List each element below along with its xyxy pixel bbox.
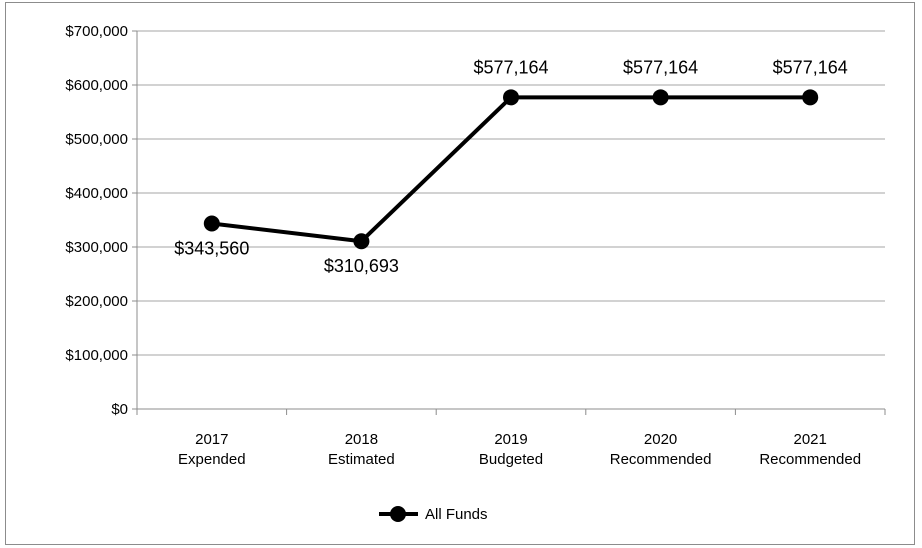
chart-frame	[5, 2, 915, 545]
y-tick-label: $200,000	[65, 293, 128, 310]
data-label: $577,164	[623, 57, 698, 77]
data-point	[203, 215, 220, 232]
legend-point-marker	[390, 506, 406, 522]
data-label: $577,164	[773, 57, 848, 77]
data-point	[353, 233, 370, 250]
legend: All Funds	[379, 506, 488, 523]
data-label: $577,164	[473, 57, 548, 77]
x-category-label: 2017 Expended	[178, 431, 246, 468]
data-labels: $343,560 $310,693 $577,164 $577,164 $577,164	[174, 57, 847, 276]
gridlines	[137, 30, 885, 356]
series-all-funds	[203, 89, 819, 250]
x-category-label: 2018 Estimated	[328, 431, 395, 468]
y-tick-label: $600,000	[65, 77, 128, 94]
y-tick-label: $700,000	[65, 23, 128, 40]
series-line	[211, 95, 811, 244]
y-axis-tick-labels: $0 $100,000 $200,000 $300,000 $400,000 $500,0…	[65, 23, 128, 418]
legend-label-all-funds: All Funds	[425, 506, 488, 523]
x-category-label: 2019 Budgeted	[479, 431, 543, 468]
x-category-label: 2020 Recommended	[610, 431, 712, 468]
y-tick-label: $100,000	[65, 347, 128, 364]
y-tick-label: $0	[111, 401, 128, 418]
y-tick-label: $400,000	[65, 185, 128, 202]
x-category-label: 2021 Recommended	[759, 431, 861, 468]
y-tick-label: $500,000	[65, 131, 128, 148]
data-point	[652, 89, 669, 106]
y-tick-label: $300,000	[65, 239, 128, 256]
data-point	[503, 89, 519, 106]
x-axis-category-labels: 2017 Expended 2018 Estimated 2019 Budgeted 202…	[178, 431, 861, 468]
data-point	[802, 89, 819, 106]
data-label: $310,693	[324, 256, 399, 276]
axes	[132, 30, 886, 415]
data-label: $343,560	[174, 238, 249, 258]
